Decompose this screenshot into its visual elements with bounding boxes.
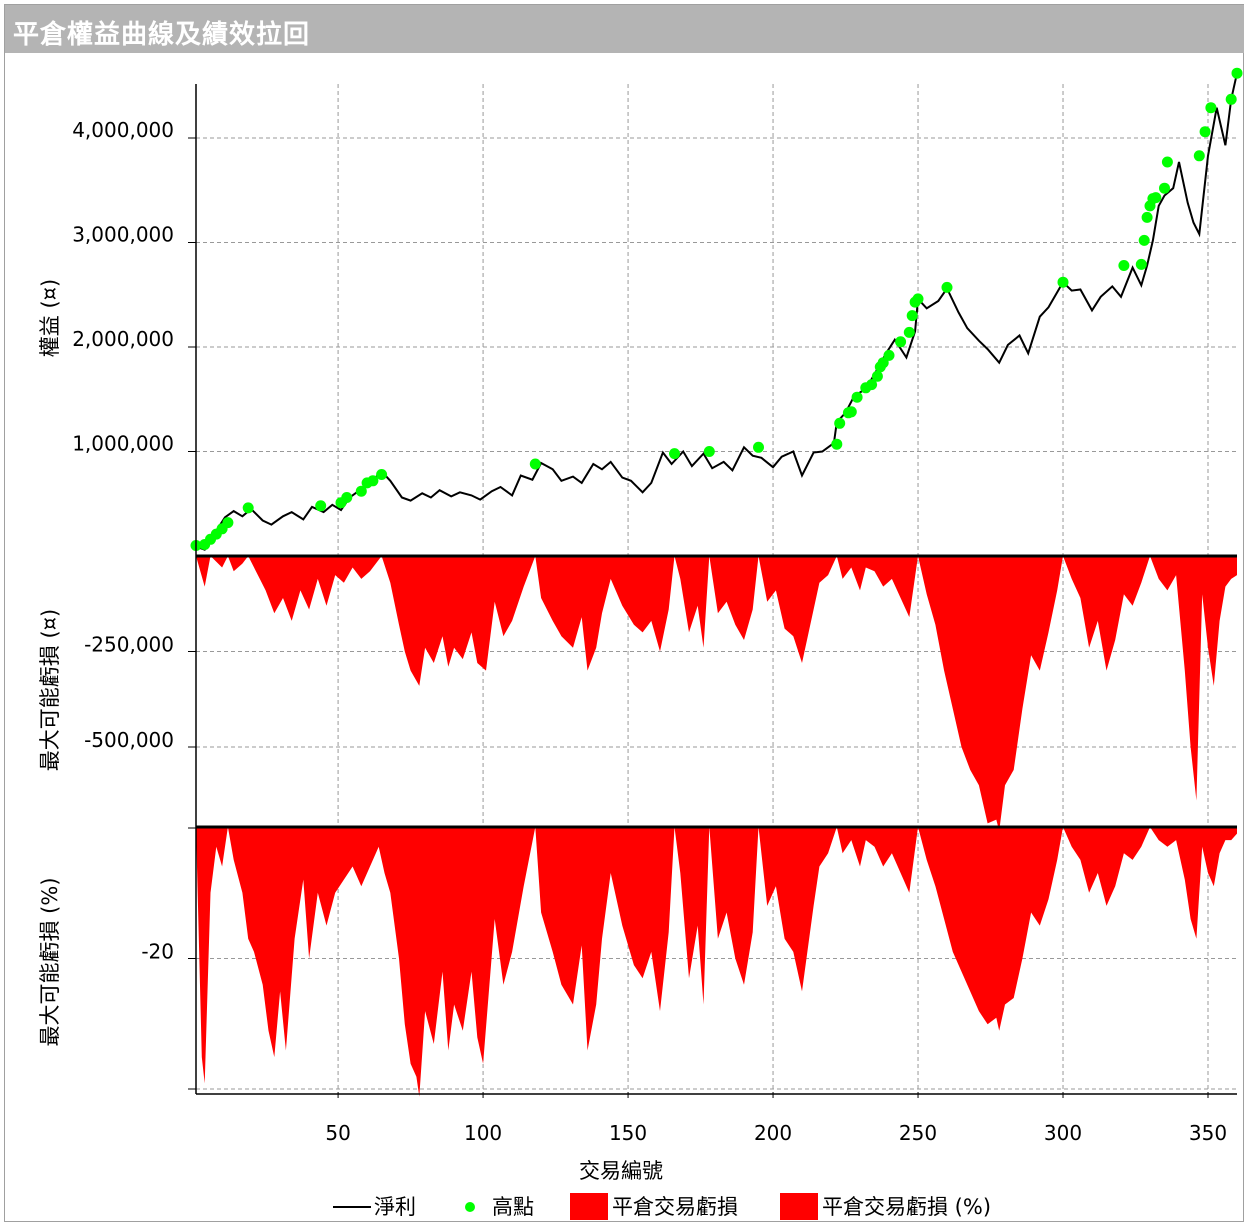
peak-markers bbox=[190, 67, 1243, 551]
peak-marker bbox=[355, 485, 367, 497]
x-axis-ticks: 50 100 150 200 250 300 350 bbox=[325, 1092, 1227, 1145]
peak-marker bbox=[845, 406, 857, 418]
peak-marker bbox=[529, 458, 541, 470]
window-title: 平倉權益曲線及績效拉回 bbox=[13, 20, 311, 50]
peak-marker bbox=[906, 310, 918, 322]
drawdown-abs-area bbox=[196, 556, 1237, 831]
equity-line bbox=[195, 72, 1238, 551]
drawdown-pct-y-tick-label: -20 bbox=[141, 940, 174, 964]
x-tick-label: 300 bbox=[1044, 1121, 1082, 1145]
legend: 淨利 高點 平倉交易虧損 平倉交易虧損 (%) bbox=[333, 1193, 991, 1220]
drawdown-pct-area bbox=[196, 827, 1237, 1097]
peak-marker bbox=[669, 448, 680, 460]
net-profit-series bbox=[195, 72, 1238, 551]
peak-marker bbox=[866, 379, 878, 391]
peak-marker bbox=[941, 281, 953, 293]
legend-drawdown-abs-swatch bbox=[570, 1193, 608, 1220]
legend-net-profit-label: 淨利 bbox=[374, 1195, 416, 1219]
peak-marker bbox=[341, 492, 353, 503]
peak-marker bbox=[1231, 67, 1243, 79]
peak-marker bbox=[1159, 182, 1170, 194]
drawdown-abs-y-tick-label: -250,000 bbox=[84, 633, 174, 657]
peak-marker bbox=[1205, 102, 1217, 114]
equity-y-tick-label: 4,000,000 bbox=[72, 118, 174, 142]
x-tick-label: 200 bbox=[754, 1121, 792, 1145]
peak-marker bbox=[1150, 192, 1162, 204]
peak-marker bbox=[1138, 234, 1150, 246]
drawdown-abs-series bbox=[196, 556, 1237, 831]
peak-marker bbox=[367, 475, 379, 487]
peak-marker bbox=[871, 370, 883, 382]
legend-drawdown-abs-label: 平倉交易虧損 bbox=[612, 1195, 738, 1219]
legend-peak-swatch bbox=[465, 1202, 475, 1212]
peak-marker bbox=[895, 336, 907, 348]
peak-marker bbox=[1199, 126, 1211, 138]
peak-marker bbox=[1141, 211, 1153, 223]
x-axis-label: 交易編號 bbox=[579, 1159, 663, 1183]
x-tick-label: 50 bbox=[325, 1121, 350, 1145]
peak-marker bbox=[222, 517, 234, 529]
peak-marker bbox=[1161, 156, 1173, 168]
title-bar: 平倉權益曲線及績效拉回 bbox=[5, 5, 1244, 53]
x-tick-label: 350 bbox=[1189, 1121, 1227, 1145]
peak-marker bbox=[831, 438, 843, 450]
peak-marker bbox=[903, 326, 915, 338]
peak-marker bbox=[703, 446, 715, 457]
axes bbox=[195, 84, 1237, 1095]
drawdown-pct-y-axis-label: 最大可能虧損 (%) bbox=[38, 877, 62, 1046]
peak-marker bbox=[242, 502, 254, 514]
legend-drawdown-pct-swatch bbox=[780, 1193, 818, 1220]
peak-marker bbox=[376, 469, 388, 480]
legend-peak-label: 高點 bbox=[492, 1195, 534, 1219]
peak-marker bbox=[851, 391, 863, 403]
peak-marker bbox=[753, 441, 764, 453]
drawdown-abs-y-ticks: -250,000 -500,000 bbox=[84, 633, 196, 829]
drawdown-abs-y-axis-label: 最大可能虧損 (¤) bbox=[38, 609, 62, 771]
peak-marker bbox=[912, 293, 924, 305]
peak-marker bbox=[1057, 276, 1069, 288]
drawdown-pct-y-ticks: -20 bbox=[141, 940, 196, 1090]
peak-marker bbox=[1225, 93, 1237, 105]
x-tick-label: 150 bbox=[609, 1121, 647, 1145]
peak-marker bbox=[834, 417, 846, 429]
x-tick-label: 250 bbox=[899, 1121, 937, 1145]
legend-drawdown-pct-label: 平倉交易虧損 (%) bbox=[822, 1195, 991, 1219]
peak-marker bbox=[1193, 150, 1205, 162]
x-tick-label: 100 bbox=[464, 1121, 502, 1145]
peak-marker bbox=[1118, 260, 1130, 271]
peak-marker bbox=[1135, 258, 1147, 270]
peak-marker bbox=[315, 500, 327, 512]
equity-y-tick-label: 3,000,000 bbox=[72, 223, 174, 247]
equity-y-tick-label: 2,000,000 bbox=[72, 327, 174, 351]
equity-y-ticks: 1,000,000 2,000,000 3,000,000 4,000,000 bbox=[72, 118, 196, 456]
drawdown-pct-series bbox=[196, 827, 1237, 1097]
equity-y-tick-label: 1,000,000 bbox=[72, 432, 174, 456]
peak-marker bbox=[883, 349, 895, 361]
drawdown-abs-y-tick-label: -500,000 bbox=[84, 728, 174, 752]
equity-y-axis-label: 權益 (¤) bbox=[38, 279, 62, 357]
